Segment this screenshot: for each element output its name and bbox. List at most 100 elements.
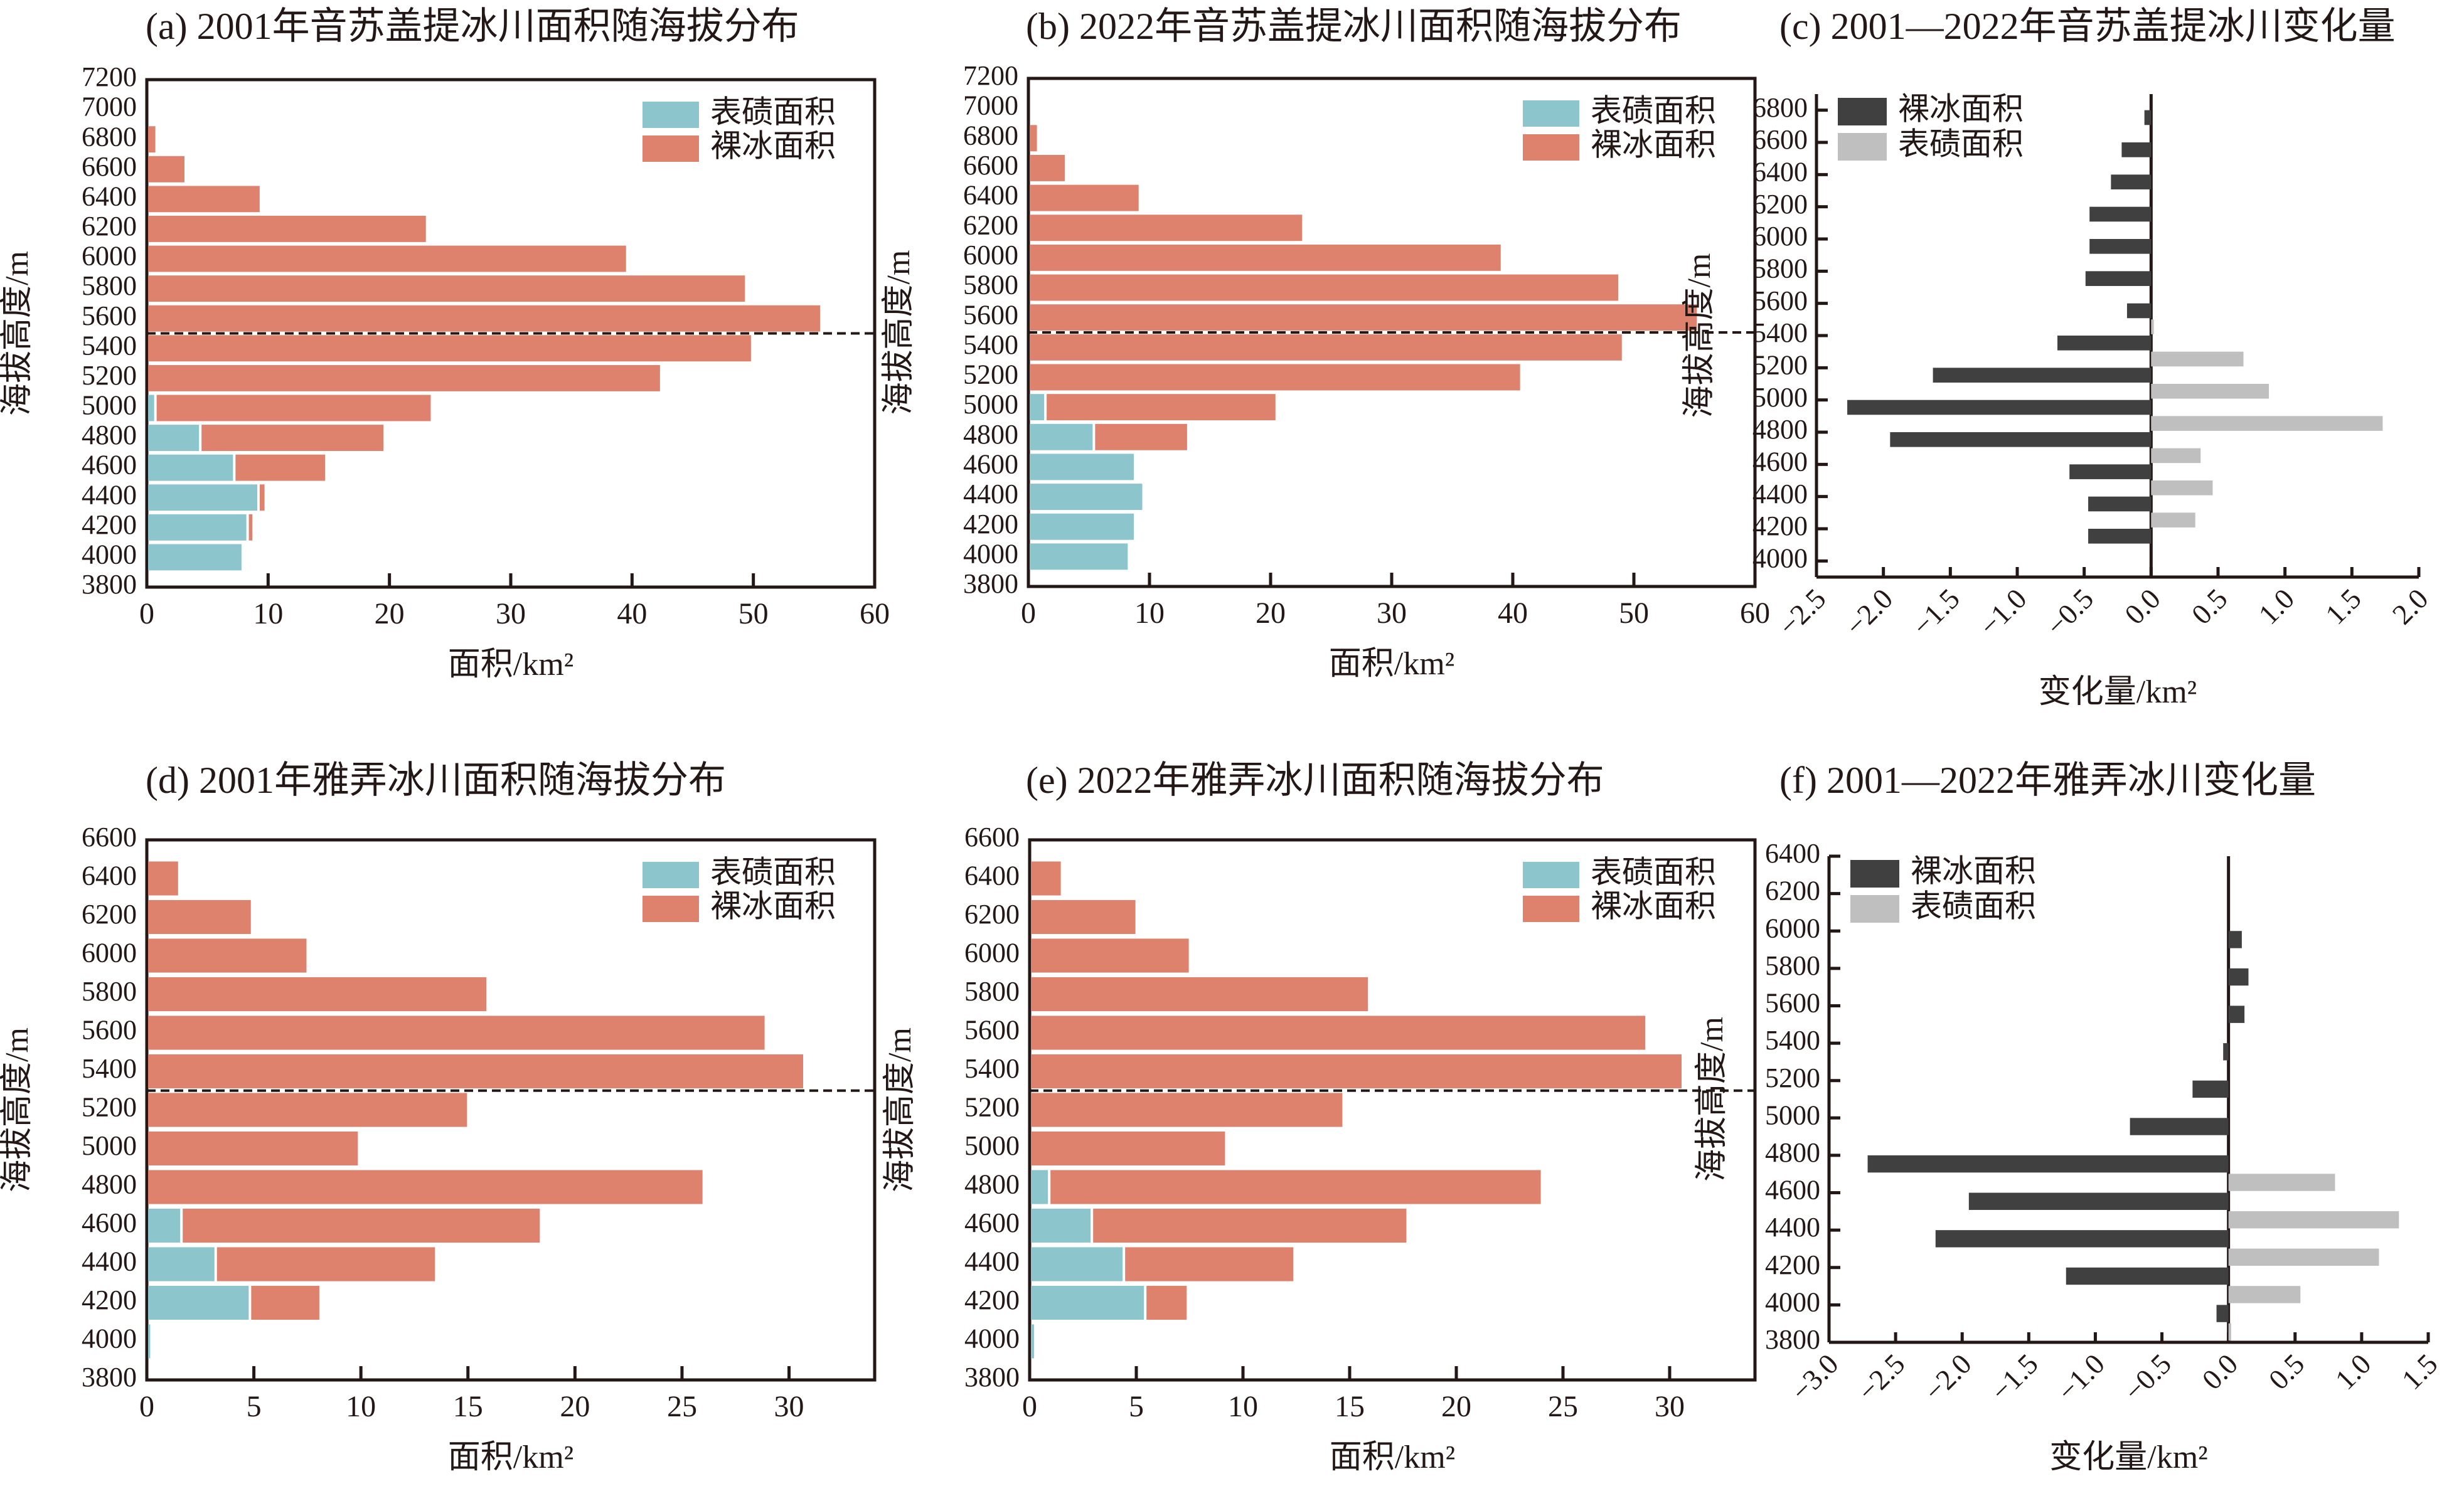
y-tick-label: 4200 — [963, 509, 1018, 539]
debris-change-bar-4000 — [2228, 1323, 2231, 1341]
y-tick-label: 6400 — [963, 180, 1018, 211]
x-tick-label: 20 — [1256, 597, 1286, 630]
legend-swatch-clean_ice — [643, 135, 699, 162]
y-tick-label: 5600 — [1765, 988, 1820, 1019]
y-tick-label: 4600 — [82, 1207, 137, 1238]
legend-swatch-debris — [643, 862, 699, 888]
y-tick-label: 6200 — [1765, 876, 1820, 906]
x-tick-label: −3.0 — [1784, 1347, 1844, 1407]
clean-ice-bar-5400 — [148, 1054, 803, 1089]
clean-ice-change-bar-5000 — [2130, 1118, 2229, 1135]
y-tick-label: 6400 — [964, 861, 1020, 891]
y-tick-label: 5200 — [1752, 349, 1808, 380]
chart-title: (f) 2001—2022年雅弄冰川变化量 — [1779, 760, 2316, 801]
clean-ice-bar-6000 — [148, 938, 307, 973]
y-tick-label: 5800 — [82, 976, 137, 1007]
x-tick-label: 0 — [1022, 1390, 1037, 1423]
y-tick-label: 6400 — [82, 181, 137, 211]
y-tick-label: 7200 — [963, 60, 1018, 91]
legend-swatch-debris — [1523, 100, 1579, 127]
y-tick-label: 4400 — [1752, 479, 1808, 509]
x-tick-label: 30 — [496, 597, 526, 630]
legend-label: 裸冰面积 — [1591, 888, 1716, 923]
y-tick-label: 5200 — [1765, 1063, 1820, 1093]
clean-ice-bar-4400 — [260, 484, 265, 511]
y-tick-label: 5200 — [82, 1092, 137, 1123]
debris-bar-4200 — [1030, 513, 1134, 540]
clean-ice-change-bar-5400 — [2057, 336, 2152, 351]
chart-panel-e: (e) 2022年雅弄冰川面积随海拔分布 3800 4000 4200 4400 4600… — [882, 760, 1757, 1475]
clean-ice-bar-6000 — [1031, 938, 1189, 973]
y-tick-label: 4200 — [964, 1285, 1020, 1315]
x-tick-label: 15 — [453, 1390, 483, 1423]
y-tick-label: 6800 — [963, 120, 1018, 151]
clean-ice-bar-6600 — [148, 156, 184, 183]
chart-panel-c: (c) 2001—2022年音苏盖提冰川变化量 40004200440046004… — [1682, 6, 2435, 710]
y-tick-label: 5800 — [1765, 950, 1820, 981]
debris-bar-4800 — [148, 425, 200, 451]
y-tick-label: 5800 — [963, 270, 1018, 300]
x-tick-label: 1.0 — [2252, 582, 2300, 630]
x-tick-label: 60 — [1740, 597, 1770, 630]
y-axis-label: 海拔高度/m — [1694, 1017, 1730, 1182]
x-tick-label: 2.0 — [2386, 582, 2435, 630]
legend-label: 裸冰面积 — [710, 888, 836, 923]
clean-ice-change-bar-6000 — [2089, 239, 2152, 254]
y-tick-label: 6000 — [82, 241, 137, 272]
clean-ice-bar-4600 — [1093, 1208, 1407, 1243]
y-tick-label: 6600 — [82, 151, 137, 182]
clean-ice-change-bar-5600 — [2228, 1005, 2245, 1023]
y-tick-label: 7200 — [82, 61, 137, 92]
x-axis-label: 变化量/km² — [2039, 674, 2197, 710]
y-tick-label: 5000 — [963, 389, 1018, 420]
y-tick-label: 6000 — [963, 240, 1018, 270]
clean-ice-change-bar-5200 — [1933, 368, 2152, 383]
y-tick-label: 6000 — [1752, 221, 1808, 252]
debris-bar-4600 — [148, 454, 233, 481]
clean-ice-bar-5200 — [1030, 364, 1520, 391]
clean-ice-bar-5800 — [1031, 977, 1368, 1012]
chart-panel-b: (b) 2022年音苏盖提冰川面积随海拔分布 380040004200440046… — [881, 6, 1770, 682]
y-tick-label: 4400 — [963, 479, 1018, 509]
y-tick-label: 4000 — [963, 538, 1018, 569]
y-tick-label: 5600 — [1752, 285, 1808, 316]
legend-label: 表碛面积 — [1911, 888, 2036, 923]
y-tick-label: 4400 — [1765, 1212, 1820, 1243]
debris-bar-4200 — [148, 514, 247, 541]
clean-ice-bar-5200 — [1031, 1093, 1343, 1127]
clean-ice-change-bar-6400 — [2111, 174, 2152, 189]
y-tick-label: 4200 — [82, 1285, 137, 1315]
y-tick-label: 5600 — [82, 1015, 137, 1046]
debris-change-bar-4400 — [2228, 1248, 2379, 1266]
y-tick-label: 4600 — [963, 449, 1018, 480]
x-tick-label: −2.0 — [1839, 582, 1899, 642]
plot-frame — [1028, 838, 1757, 1382]
clean-ice-bar-4200 — [248, 514, 253, 541]
clean-ice-bar-4600 — [235, 454, 326, 481]
debris-bar-4600 — [148, 1208, 181, 1243]
x-tick-label: 1.5 — [2396, 1347, 2444, 1396]
y-tick-label: 4800 — [1765, 1137, 1820, 1168]
y-tick-label: 5000 — [1752, 382, 1808, 413]
clean-ice-change-bar-5000 — [1847, 400, 2152, 415]
clean-ice-change-bar-6200 — [2089, 206, 2152, 222]
legend-swatch-clean_ice — [1523, 134, 1579, 161]
x-tick-label: 30 — [1655, 1390, 1685, 1423]
y-tick-label: 4800 — [82, 1169, 137, 1200]
clean-ice-bar-5600 — [148, 1016, 765, 1050]
clean-ice-bar-5400 — [148, 335, 751, 362]
chart-title: (c) 2001—2022年音苏盖提冰川变化量 — [1779, 6, 2396, 47]
chart-title: (b) 2022年音苏盖提冰川面积随海拔分布 — [1026, 6, 1682, 47]
debris-bar-5000 — [148, 395, 154, 422]
y-tick-label: 5800 — [1752, 253, 1808, 284]
chart-title: (d) 2001年雅弄冰川面积随海拔分布 — [146, 760, 726, 801]
legend-label: 表碛面积 — [1898, 126, 2024, 161]
x-tick-label: 5 — [1129, 1390, 1144, 1423]
x-tick-label: 0.0 — [2118, 582, 2167, 630]
clean-ice-bar-6400 — [148, 186, 260, 213]
plot-frame — [145, 838, 877, 1382]
y-axis-label: 海拔高度/m — [0, 1027, 35, 1192]
clean-ice-bar-5600 — [148, 305, 821, 332]
x-tick-label: 20 — [560, 1390, 590, 1423]
clean-ice-change-bar-4400 — [2088, 496, 2152, 512]
